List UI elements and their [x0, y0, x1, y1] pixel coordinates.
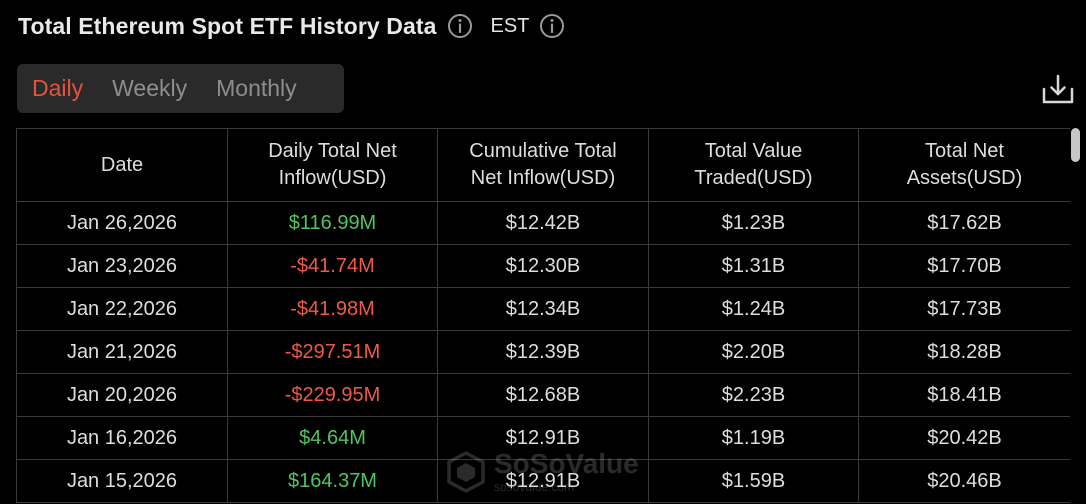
total-net-assets-cell: $20.46B: [858, 459, 1070, 503]
page-title: Total Ethereum Spot ETF History Data: [18, 12, 437, 39]
total-net-assets-cell: $17.73B: [858, 287, 1070, 331]
column-header-cumulative-net-inflow[interactable]: Cumulative Total Net Inflow(USD): [437, 128, 649, 202]
timezone-info-icon[interactable]: [539, 13, 565, 39]
table-row: Jan 22,2026 -$41.98M $12.34B $1.24B $17.73B: [16, 287, 1070, 331]
total-net-assets-cell: $17.62B: [858, 201, 1070, 245]
date-cell: Jan 16,2026: [16, 416, 228, 460]
date-cell: Jan 23,2026: [16, 244, 228, 288]
column-header-date[interactable]: Date: [16, 128, 228, 202]
date-cell: Jan 22,2026: [16, 287, 228, 331]
history-table-container[interactable]: Date Daily Total Net Inflow(USD) Cumulat…: [16, 128, 1070, 504]
date-cell: Jan 20,2026: [16, 373, 228, 417]
etf-history-table: Date Daily Total Net Inflow(USD) Cumulat…: [16, 128, 1070, 503]
total-value-traded-cell: $2.23B: [648, 373, 859, 417]
table-row: Jan 23,2026 -$41.74M $12.30B $1.31B $17.70B: [16, 244, 1070, 288]
daily-net-inflow-cell: $164.37M: [227, 459, 438, 503]
total-net-assets-cell: $20.42B: [858, 416, 1070, 460]
total-value-traded-cell: $2.20B: [648, 330, 859, 374]
total-value-traded-cell: $1.24B: [648, 287, 859, 331]
period-tabs: Daily Weekly Monthly: [17, 64, 344, 113]
date-cell: Jan 26,2026: [16, 201, 228, 245]
column-header-total-value-traded[interactable]: Total Value Traded(USD): [648, 128, 859, 202]
column-header-line: Daily Total Net: [268, 140, 397, 162]
total-value-traded-cell: $1.31B: [648, 244, 859, 288]
table-header-row: Date Daily Total Net Inflow(USD) Cumulat…: [16, 128, 1070, 202]
date-cell: Jan 15,2026: [16, 459, 228, 503]
column-header-line: Total Net: [925, 140, 1004, 162]
table-row: Jan 20,2026 -$229.95M $12.68B $2.23B $18.41B: [16, 373, 1070, 417]
cumulative-net-inflow-cell: $12.91B: [437, 459, 649, 503]
total-value-traded-cell: $1.19B: [648, 416, 859, 460]
column-header-line: Traded(USD): [694, 167, 813, 189]
column-header-total-net-assets[interactable]: Total Net Assets(USD): [858, 128, 1070, 202]
total-value-traded-cell: $1.59B: [648, 459, 859, 503]
timezone-label: EST: [490, 14, 530, 37]
tab-monthly[interactable]: Monthly: [216, 75, 297, 101]
cumulative-net-inflow-cell: $12.68B: [437, 373, 649, 417]
date-cell: Jan 21,2026: [16, 330, 228, 374]
table-scrollbar[interactable]: [1071, 128, 1080, 162]
cumulative-net-inflow-cell: $12.30B: [437, 244, 649, 288]
column-header-daily-net-inflow[interactable]: Daily Total Net Inflow(USD): [227, 128, 438, 202]
download-button[interactable]: [1040, 71, 1076, 107]
tab-weekly[interactable]: Weekly: [112, 75, 188, 101]
total-net-assets-cell: $17.70B: [858, 244, 1070, 288]
download-icon: [1042, 74, 1074, 104]
table-row: Jan 15,2026 $164.37M $12.91B $1.59B $20.46B: [16, 459, 1070, 503]
total-net-assets-cell: $18.28B: [858, 330, 1070, 374]
cumulative-net-inflow-cell: $12.39B: [437, 330, 649, 374]
daily-net-inflow-cell: $4.64M: [227, 416, 438, 460]
info-icon[interactable]: [447, 13, 473, 39]
tab-daily[interactable]: Daily: [32, 75, 84, 101]
table-row: Jan 26,2026 $116.99M $12.42B $1.23B $17.62B: [16, 201, 1070, 245]
daily-net-inflow-cell: -$41.74M: [227, 244, 438, 288]
table-row: Jan 21,2026 -$297.51M $12.39B $2.20B $18.28B: [16, 330, 1070, 374]
total-value-traded-cell: $1.23B: [648, 201, 859, 245]
daily-net-inflow-cell: -$41.98M: [227, 287, 438, 331]
table-row: Jan 16,2026 $4.64M $12.91B $1.19B $20.42B: [16, 416, 1070, 460]
cumulative-net-inflow-cell: $12.91B: [437, 416, 649, 460]
daily-net-inflow-cell: $116.99M: [227, 201, 438, 245]
column-header-line: Date: [100, 153, 144, 176]
total-net-assets-cell: $18.41B: [858, 373, 1070, 417]
page-header: Total Ethereum Spot ETF History Data EST: [18, 10, 565, 42]
daily-net-inflow-cell: -$297.51M: [227, 330, 438, 374]
cumulative-net-inflow-cell: $12.34B: [437, 287, 649, 331]
column-header-line: Total Value: [704, 140, 803, 162]
daily-net-inflow-cell: -$229.95M: [227, 373, 438, 417]
column-header-line: Assets(USD): [906, 167, 1023, 189]
cumulative-net-inflow-cell: $12.42B: [437, 201, 649, 245]
column-header-line: Net Inflow(USD): [470, 167, 616, 189]
column-header-line: Cumulative Total: [469, 140, 617, 162]
column-header-line: Inflow(USD): [278, 167, 387, 189]
